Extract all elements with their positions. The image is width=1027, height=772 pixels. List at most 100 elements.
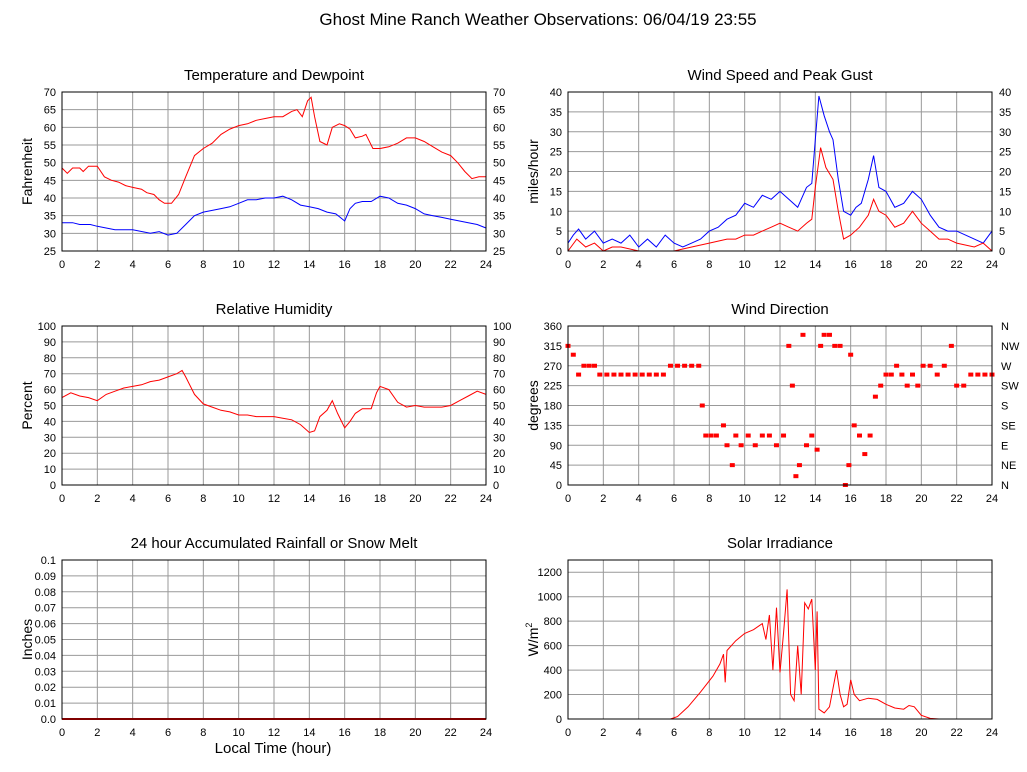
y-tick-label: 315 bbox=[544, 341, 562, 353]
wind-direction-point bbox=[948, 343, 954, 348]
wind-direction-point bbox=[653, 372, 659, 377]
x-tick-label: 20 bbox=[409, 259, 421, 271]
x-tick-label: 24 bbox=[480, 259, 492, 271]
wind-direction-point bbox=[586, 363, 592, 368]
x-tick-label: 8 bbox=[706, 493, 712, 505]
wind-direction-point bbox=[934, 372, 940, 377]
y-axis-label-superscript: 2 bbox=[524, 623, 534, 628]
compass-label: N bbox=[1001, 321, 1009, 333]
x-tick-label: 0 bbox=[565, 259, 571, 271]
wind-direction-point bbox=[766, 433, 772, 438]
x-tick-label: 10 bbox=[739, 259, 751, 271]
y-tick-label-right: 90 bbox=[493, 337, 505, 349]
wind-direction-point bbox=[848, 352, 854, 357]
x-tick-label: 12 bbox=[268, 259, 280, 271]
x-tick-label: 6 bbox=[165, 493, 171, 505]
y-tick-label-right: 35 bbox=[999, 107, 1011, 119]
x-tick-label: 12 bbox=[268, 727, 280, 739]
wind-direction-point bbox=[675, 363, 681, 368]
x-tick-label: 2 bbox=[94, 259, 100, 271]
y-tick-label-right: 40 bbox=[493, 193, 505, 205]
wind-direction-point bbox=[611, 372, 617, 377]
y-tick-label: 40 bbox=[44, 193, 56, 205]
y-tick-label-right: 20 bbox=[493, 448, 505, 460]
x-tick-label: 6 bbox=[671, 493, 677, 505]
y-tick-label: 55 bbox=[44, 140, 56, 152]
x-tick-label: 20 bbox=[915, 259, 927, 271]
y-tick-label-right: 15 bbox=[999, 186, 1011, 198]
x-tick-label: 18 bbox=[374, 259, 386, 271]
y-axis-label: Inches bbox=[19, 619, 35, 660]
x-tick-label: 12 bbox=[774, 493, 786, 505]
y-tick-label: 80 bbox=[44, 353, 56, 365]
y-axis-label-text: degrees bbox=[525, 380, 541, 431]
y-tick-label-right: 0 bbox=[999, 246, 1005, 258]
wind-direction-point bbox=[720, 423, 726, 428]
y-tick-label: 1200 bbox=[538, 567, 562, 579]
page-title: Ghost Mine Ranch Weather Observations: 0… bbox=[319, 10, 756, 29]
x-tick-label: 16 bbox=[845, 493, 857, 505]
compass-label: N bbox=[1001, 480, 1009, 492]
wind-direction-point bbox=[639, 372, 645, 377]
x-tick-label: 22 bbox=[445, 259, 457, 271]
wind-direction-point bbox=[899, 372, 905, 377]
x-tick-label: 20 bbox=[915, 493, 927, 505]
compass-label: E bbox=[1001, 440, 1008, 452]
chart-title: Wind Speed and Peak Gust bbox=[687, 67, 873, 84]
x-tick-label: 10 bbox=[739, 727, 751, 739]
y-tick-label: 0.06 bbox=[35, 619, 56, 631]
y-tick-label-right: 70 bbox=[493, 369, 505, 381]
wind-direction-point bbox=[699, 403, 705, 408]
chart-title: Solar Irradiance bbox=[727, 535, 833, 552]
y-tick-label: 50 bbox=[44, 158, 56, 170]
y-tick-label: 0.03 bbox=[35, 666, 56, 678]
wind-direction-point bbox=[781, 433, 787, 438]
x-tick-label: 18 bbox=[880, 727, 892, 739]
x-tick-label: 16 bbox=[339, 259, 351, 271]
y-tick-label: 0 bbox=[556, 246, 562, 258]
wind-direction-point bbox=[745, 433, 751, 438]
y-tick-label: 30 bbox=[44, 432, 56, 444]
y-axis-label: miles/hour bbox=[525, 139, 541, 204]
wind-direction-point bbox=[800, 332, 806, 337]
x-tick-label: 14 bbox=[303, 727, 315, 739]
wind-direction-point bbox=[872, 394, 878, 399]
y-tick-label-right: 30 bbox=[493, 432, 505, 444]
y-tick-label: 180 bbox=[544, 401, 562, 413]
y-tick-label: 65 bbox=[44, 105, 56, 117]
wind-direction-point bbox=[793, 474, 799, 479]
plot-frame bbox=[61, 325, 487, 486]
x-tick-label: 18 bbox=[880, 259, 892, 271]
y-tick-label: 0.02 bbox=[35, 682, 56, 694]
y-tick-label-right: 100 bbox=[493, 321, 511, 333]
y-tick-label-right: 25 bbox=[493, 246, 505, 258]
wind-direction-point bbox=[703, 433, 709, 438]
y-tick-label: 10 bbox=[550, 206, 562, 218]
y-tick-label-right: 40 bbox=[999, 87, 1011, 99]
y-tick-label-right: 25 bbox=[999, 147, 1011, 159]
x-tick-label: 22 bbox=[951, 259, 963, 271]
y-tick-label: 50 bbox=[44, 401, 56, 413]
x-tick-label: 12 bbox=[268, 493, 280, 505]
wind-direction-point bbox=[851, 423, 857, 428]
chart-title: Wind Direction bbox=[731, 301, 829, 318]
y-tick-label: 225 bbox=[544, 381, 562, 393]
y-tick-label: 800 bbox=[544, 616, 562, 628]
x-tick-label: 24 bbox=[986, 493, 998, 505]
y-tick-label-right: 45 bbox=[493, 175, 505, 187]
x-tick-label: 10 bbox=[233, 727, 245, 739]
chart-title: Temperature and Dewpoint bbox=[184, 67, 365, 84]
wind-direction-point bbox=[786, 343, 792, 348]
wind-direction-point bbox=[809, 433, 815, 438]
compass-label: S bbox=[1001, 401, 1008, 413]
wind-direction-point bbox=[773, 443, 779, 448]
wind-direction-point bbox=[696, 363, 702, 368]
x-tick-label: 8 bbox=[200, 259, 206, 271]
x-axis-label: Local Time (hour) bbox=[215, 740, 332, 757]
x-tick-label: 14 bbox=[809, 259, 821, 271]
x-tick-label: 14 bbox=[809, 493, 821, 505]
y-tick-label-right: 30 bbox=[493, 228, 505, 240]
